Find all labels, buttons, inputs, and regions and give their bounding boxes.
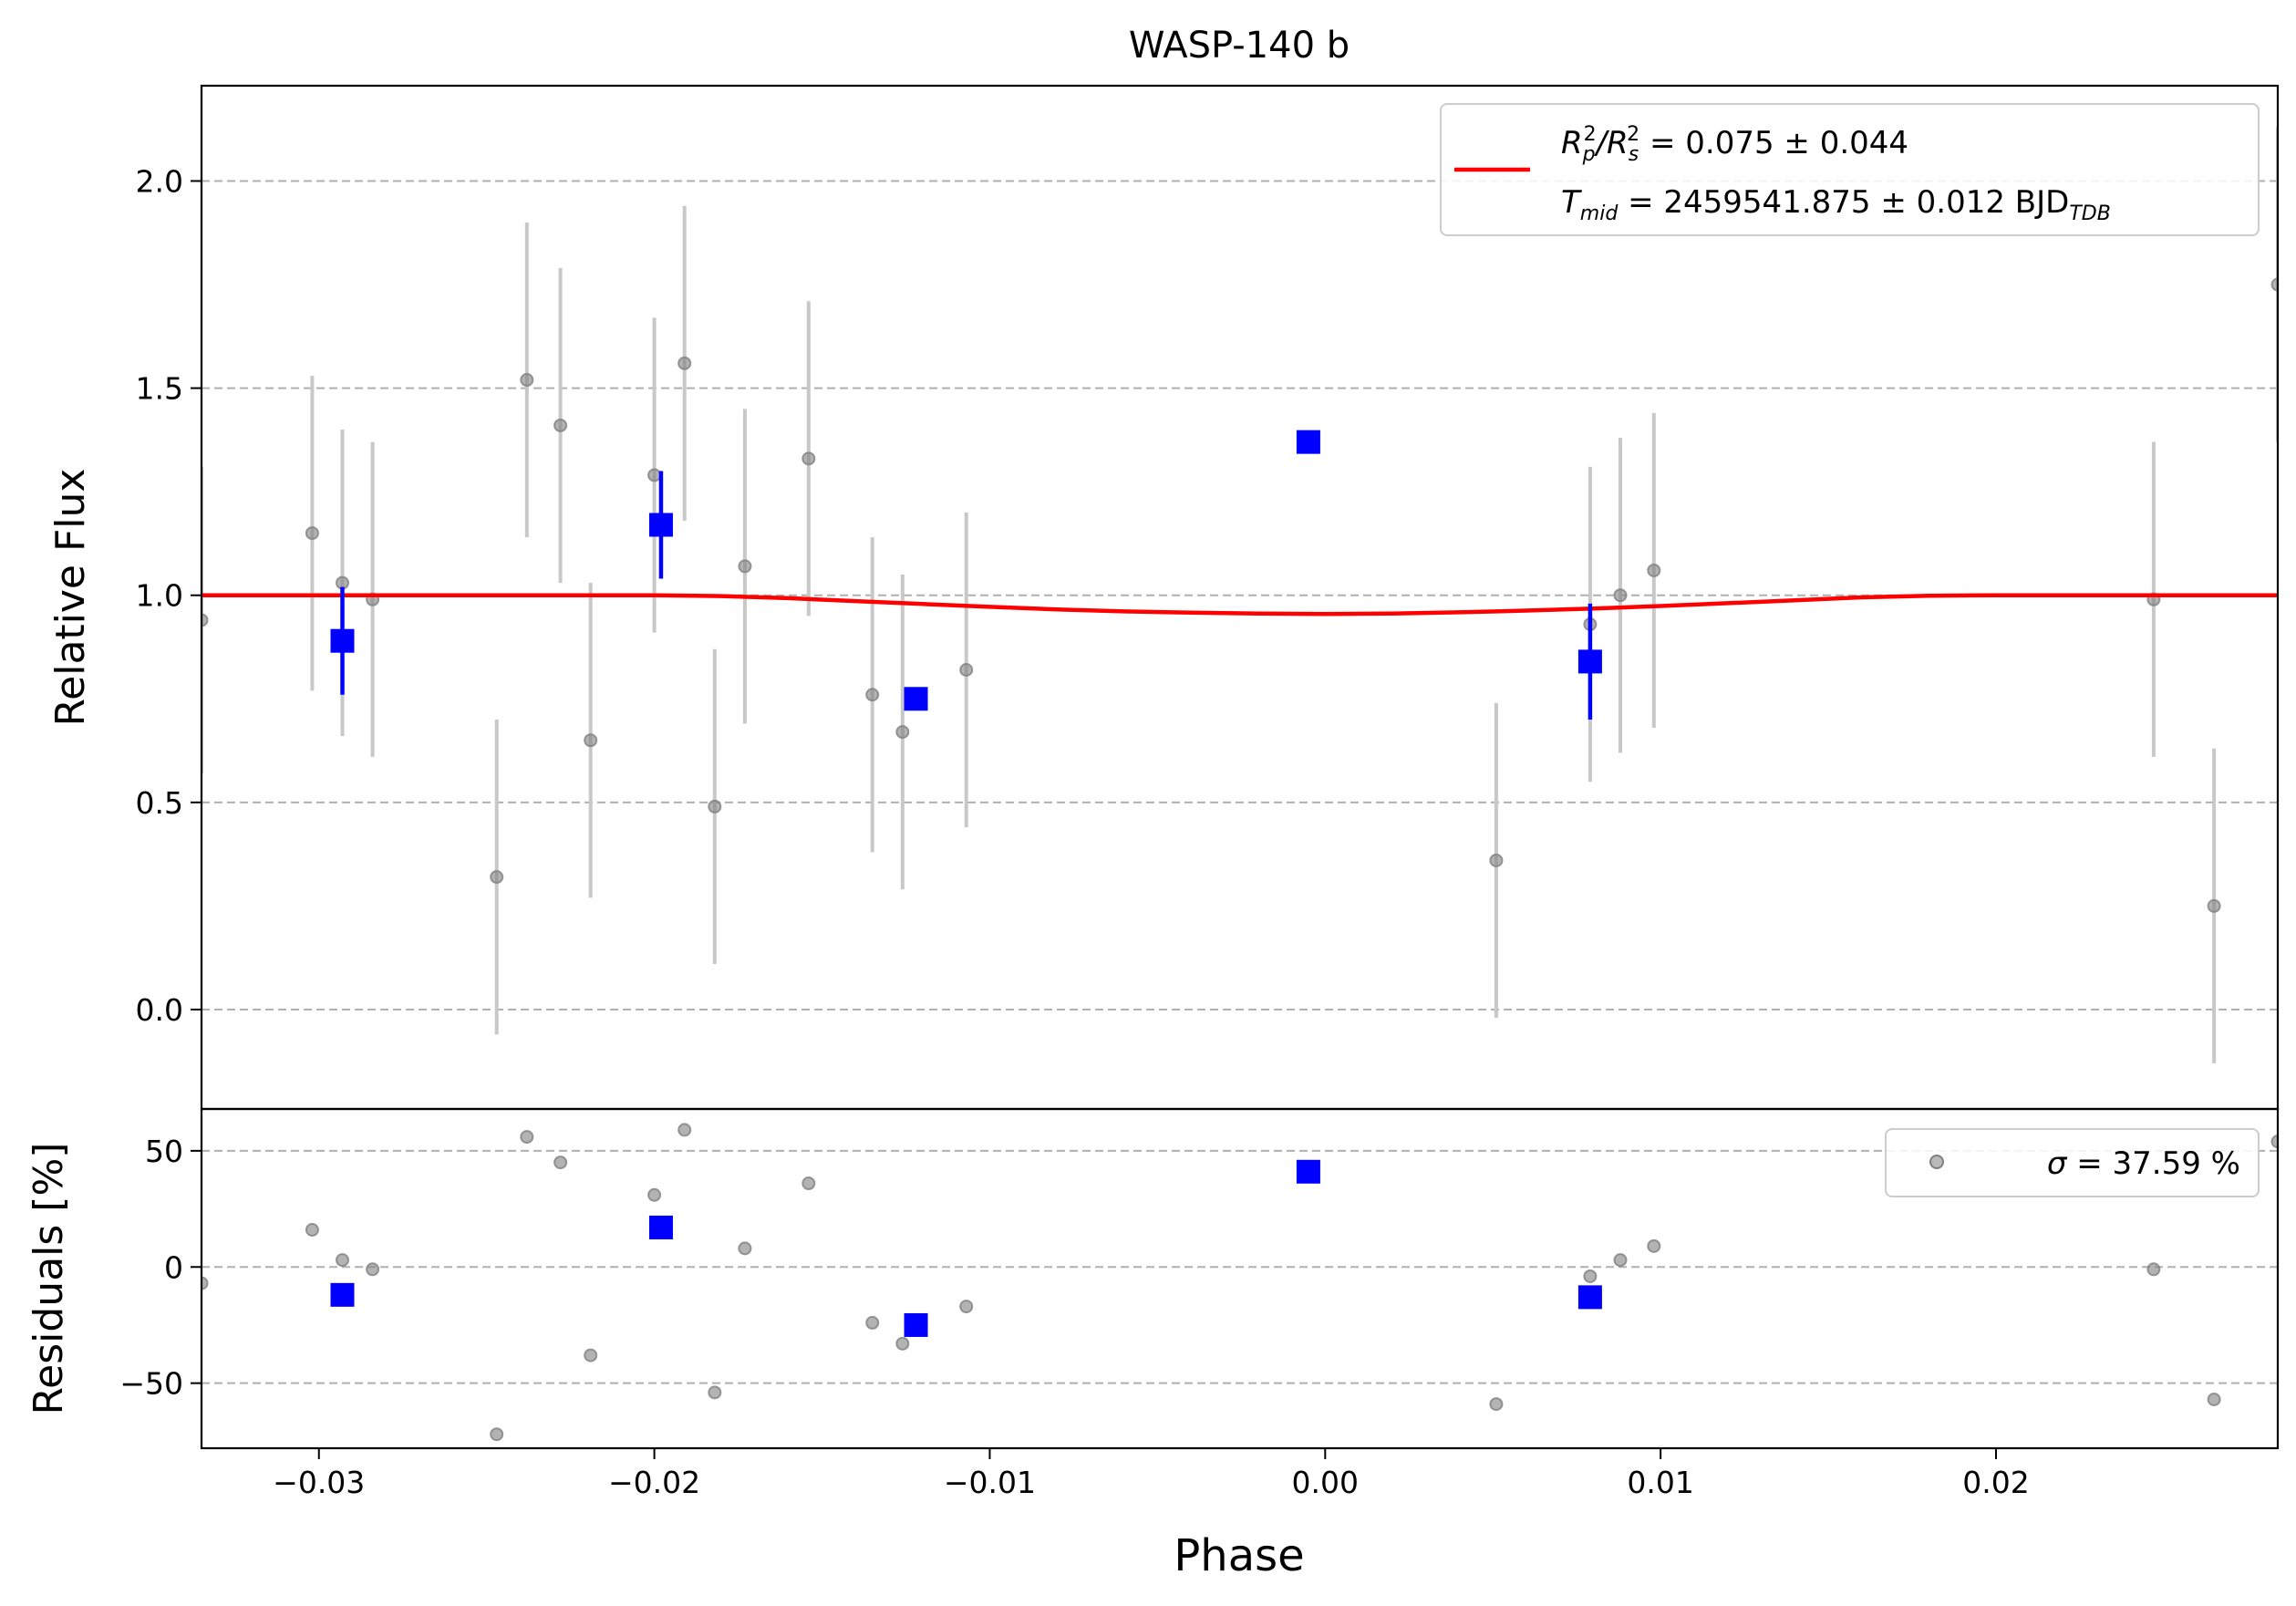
raw-point xyxy=(1647,563,1661,577)
y-tick-label: −50 xyxy=(119,1366,183,1402)
y-tick-label: 2.0 xyxy=(136,163,183,199)
raw-point xyxy=(895,725,910,740)
chart-title: WASP-140 b xyxy=(1129,25,1350,67)
y-tick-label: 50 xyxy=(145,1134,183,1169)
raw-point xyxy=(895,1336,910,1351)
raw-point xyxy=(490,1427,504,1442)
raw-point xyxy=(708,1385,722,1400)
raw-point xyxy=(2207,1392,2221,1406)
flux-legend-box xyxy=(1440,103,2260,236)
raw-point xyxy=(738,1241,752,1256)
x-tick-label: −0.02 xyxy=(608,1465,700,1500)
raw-point xyxy=(677,356,692,370)
raw-point xyxy=(305,1222,319,1237)
raw-point xyxy=(1647,1238,1661,1253)
binned-point xyxy=(904,1312,928,1337)
raw-point xyxy=(305,526,319,541)
y-tick-label: 0 xyxy=(164,1249,183,1285)
residuals-panel: −50 0 50 −0.03 −0.02 −0.01 0.00 0.01 0.02 Resid… xyxy=(26,1107,2280,1581)
raw-point xyxy=(802,1176,816,1191)
raw-point xyxy=(366,1262,380,1277)
raw-point xyxy=(708,799,722,813)
raw-point xyxy=(647,468,662,482)
y-tick-label: 0.5 xyxy=(136,785,183,821)
raw-point xyxy=(335,1253,349,1268)
raw-point xyxy=(520,373,534,388)
raw-point xyxy=(1489,1397,1504,1412)
raw-point xyxy=(490,870,504,885)
raw-point xyxy=(202,613,209,627)
raw-point xyxy=(553,1155,568,1170)
raw-point xyxy=(865,1315,880,1330)
raw-point xyxy=(1583,1269,1598,1283)
residuals-binned-points xyxy=(330,1159,1602,1337)
x-tick-label: 0.00 xyxy=(1292,1465,1359,1500)
y-tick-label: 1.0 xyxy=(136,578,183,614)
residuals-raw-points xyxy=(202,1123,2278,1442)
binned-point xyxy=(648,513,673,537)
raw-point xyxy=(2270,277,2278,292)
raw-point xyxy=(959,662,974,677)
legend-sigma-text: σ = 37.59 % xyxy=(2047,1145,2240,1182)
legend-depth-text: Rp2/Rs2 = 0.075 ± 0.044 xyxy=(1561,123,1908,166)
raw-point xyxy=(1613,1253,1628,1268)
raw-point xyxy=(865,688,880,702)
flux-y-ticks: 0.0 0.5 1.0 1.5 2.0 xyxy=(136,163,202,1028)
phase-x-axis-label: Phase xyxy=(1174,1530,1304,1581)
flux-legend: Rp2/Rs2 = 0.075 ± 0.044 Tmid = 2459541.8… xyxy=(1440,103,2260,236)
flux-panel: WASP-140 b 0.0 0.5 1.0 1.5 2.0 Relative Flux… xyxy=(47,25,2280,1111)
x-tick-label: −0.03 xyxy=(273,1465,365,1500)
raw-point xyxy=(1613,588,1628,603)
binned-point xyxy=(1296,1159,1320,1184)
residuals-legend-box xyxy=(1885,1128,2260,1197)
raw-point xyxy=(802,451,816,466)
raw-point xyxy=(553,418,568,432)
flux-y-axis-label: Relative Flux xyxy=(47,469,94,727)
raw-point xyxy=(959,1300,974,1314)
raw-point xyxy=(1489,853,1504,867)
residuals-y-axis-label: Residuals [%] xyxy=(26,1143,72,1415)
residuals-legend-marker xyxy=(1929,1155,1944,1169)
x-tick-label: −0.01 xyxy=(944,1465,1036,1500)
binned-point xyxy=(1296,430,1320,454)
x-tick-label: 0.01 xyxy=(1627,1465,1693,1500)
flux-binned-points xyxy=(330,430,1602,720)
binned-point xyxy=(330,628,355,653)
raw-point xyxy=(2146,1262,2161,1277)
x-tick-label: 0.02 xyxy=(1962,1465,2029,1500)
residuals-plot-frame xyxy=(200,1107,2280,1450)
phase-x-ticks: −0.03 −0.02 −0.01 0.00 0.01 0.02 xyxy=(273,1448,2030,1500)
binned-point xyxy=(330,1282,355,1307)
binned-point xyxy=(648,1215,673,1239)
raw-point xyxy=(202,1276,209,1290)
binned-point xyxy=(1577,1285,1602,1310)
raw-point xyxy=(677,1123,692,1137)
legend-tmid-text: Tmid = 2459541.875 ± 0.012 BJDTDB xyxy=(1561,184,2111,225)
raw-point xyxy=(738,559,752,574)
transit-model-line xyxy=(202,593,2278,616)
y-tick-label: 1.5 xyxy=(136,371,183,407)
raw-point xyxy=(2207,898,2221,913)
binned-point xyxy=(1577,649,1602,674)
residuals-y-ticks: −50 0 50 xyxy=(119,1134,202,1402)
binned-point xyxy=(904,687,928,711)
raw-point xyxy=(584,733,598,748)
raw-point xyxy=(2270,1135,2278,1149)
raw-point xyxy=(584,1348,598,1363)
raw-point xyxy=(647,1187,662,1202)
raw-point xyxy=(520,1130,534,1145)
residuals-legend: σ = 37.59 % xyxy=(1885,1128,2260,1197)
y-tick-label: 0.0 xyxy=(136,992,183,1028)
